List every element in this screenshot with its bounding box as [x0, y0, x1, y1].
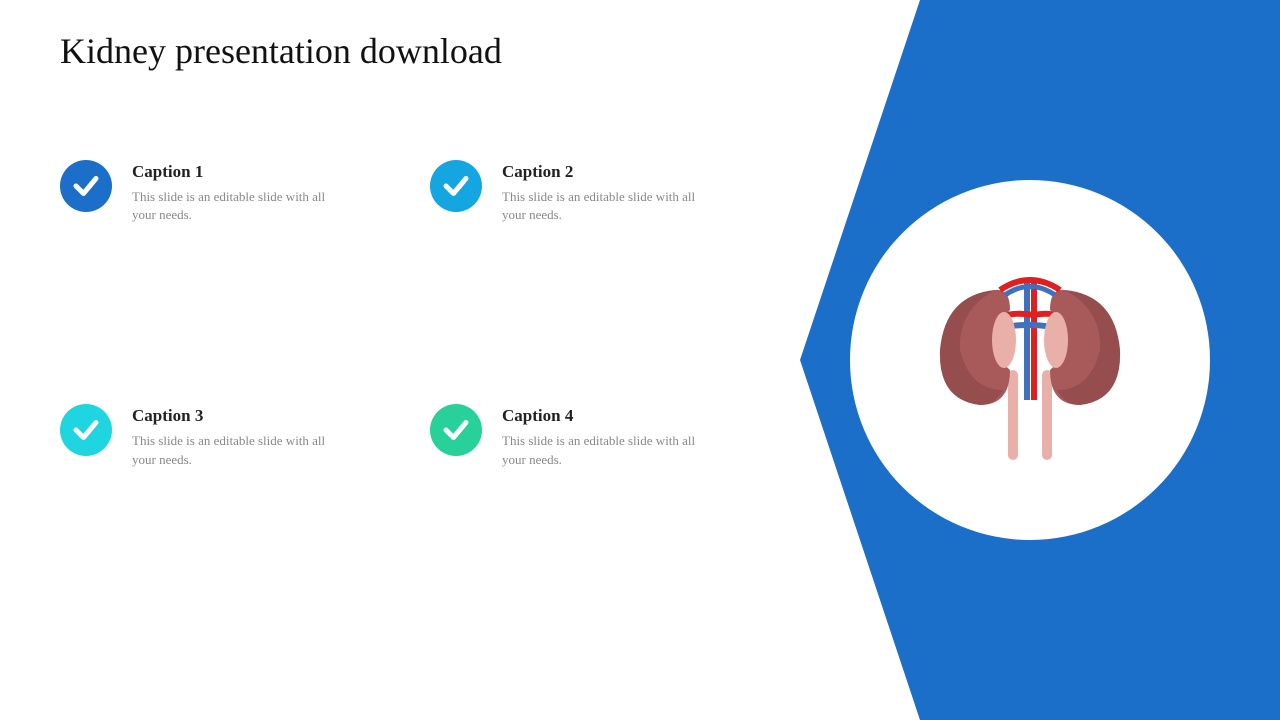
caption-desc: This slide is an editable slide with all…	[502, 188, 702, 224]
check-icon	[430, 404, 482, 456]
kidney-illustration-circle	[850, 180, 1210, 540]
check-icon	[60, 160, 112, 212]
captions-grid: Caption 1 This slide is an editable slid…	[60, 160, 760, 469]
caption-item-1: Caption 1 This slide is an editable slid…	[60, 160, 390, 224]
caption-title: Caption 2	[502, 162, 702, 182]
caption-item-3: Caption 3 This slide is an editable slid…	[60, 404, 390, 468]
caption-desc: This slide is an editable slide with all…	[132, 432, 332, 468]
slide-title: Kidney presentation download	[60, 30, 502, 72]
caption-title: Caption 1	[132, 162, 332, 182]
caption-desc: This slide is an editable slide with all…	[132, 188, 332, 224]
check-icon	[60, 404, 112, 456]
kidneys-icon	[900, 230, 1160, 490]
caption-title: Caption 3	[132, 406, 332, 426]
check-icon	[430, 160, 482, 212]
caption-item-4: Caption 4 This slide is an editable slid…	[430, 404, 760, 468]
caption-title: Caption 4	[502, 406, 702, 426]
caption-desc: This slide is an editable slide with all…	[502, 432, 702, 468]
caption-item-2: Caption 2 This slide is an editable slid…	[430, 160, 760, 224]
